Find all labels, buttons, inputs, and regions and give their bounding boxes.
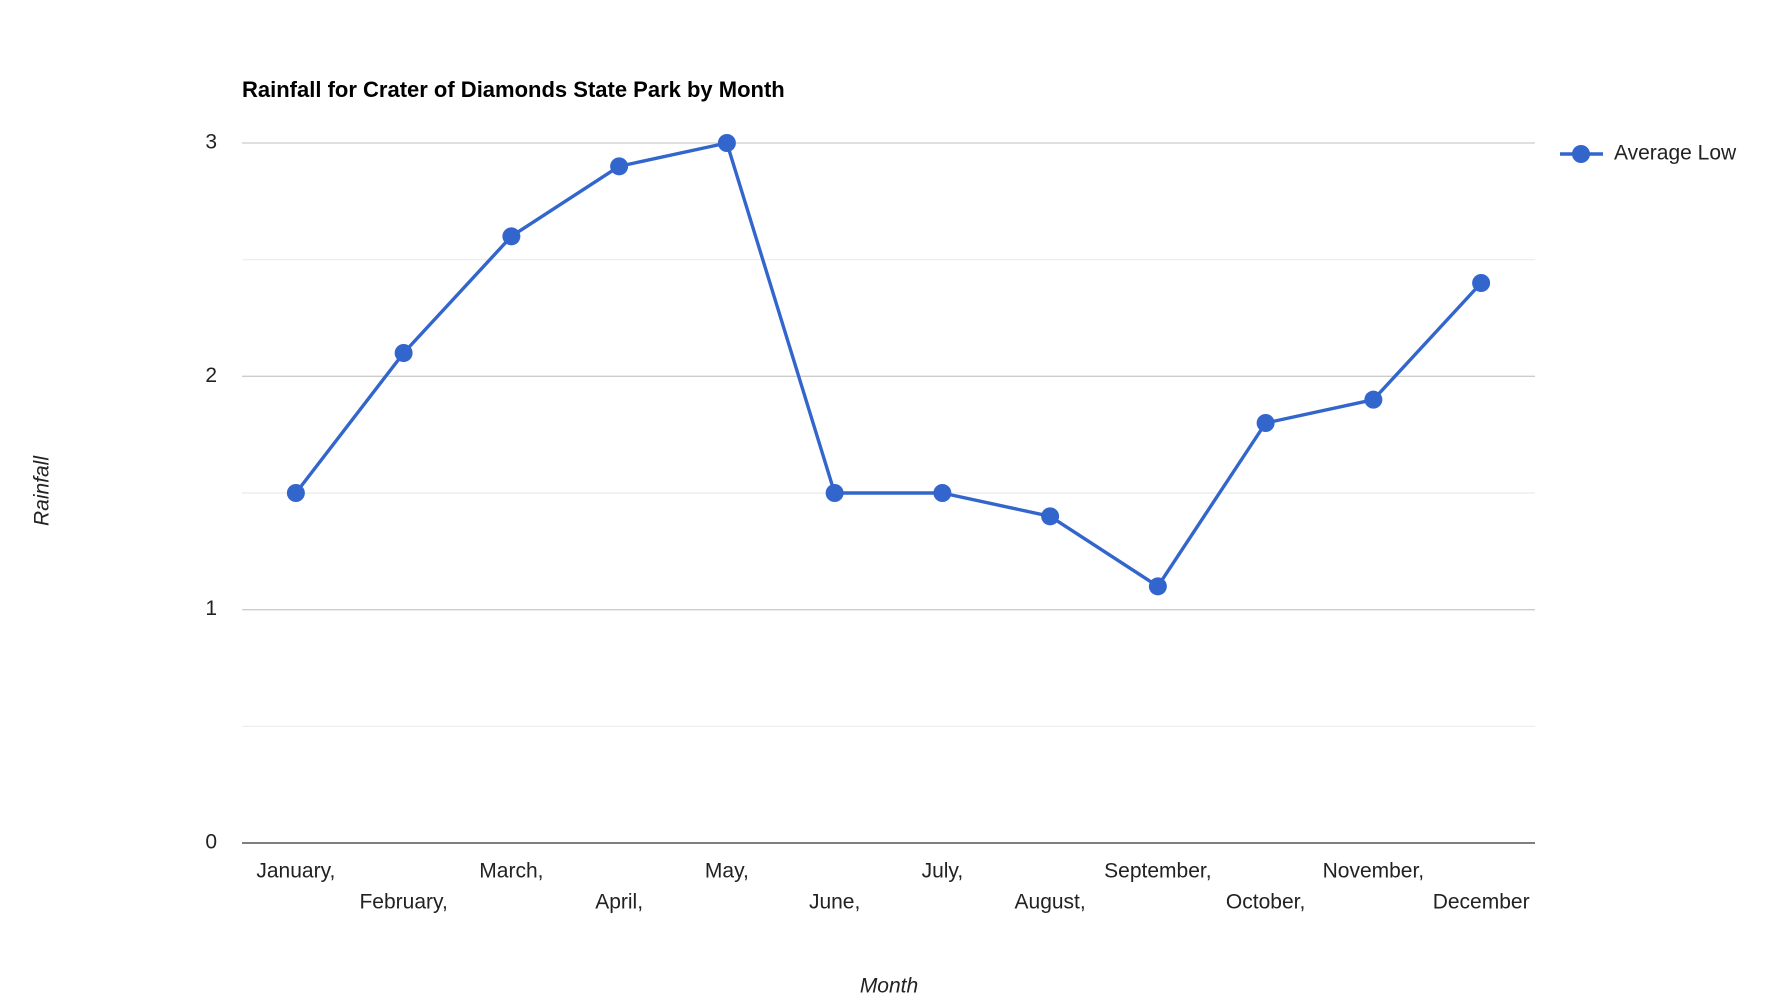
x-tick-label: April,	[595, 891, 643, 914]
y-tick-label: 2	[205, 364, 217, 387]
data-point	[717, 134, 736, 152]
data-point	[286, 484, 305, 502]
y-tick-label: 0	[205, 831, 217, 854]
x-tick-label: February,	[359, 891, 447, 914]
y-tick-label: 1	[205, 597, 217, 620]
x-tick-label: December	[1433, 891, 1530, 914]
data-point	[1364, 390, 1383, 409]
chart-title: Rainfall for Crater of Diamonds State Pa…	[242, 77, 785, 102]
data-point	[933, 484, 952, 502]
x-tick-label: June,	[809, 891, 860, 914]
legend-marker	[1572, 145, 1590, 163]
x-tick-label: August,	[1015, 891, 1086, 914]
data-point	[610, 157, 629, 176]
y-tick-label: 3	[205, 131, 217, 154]
data-line	[294, 141, 1483, 589]
data-point	[1148, 577, 1167, 596]
data-point	[1256, 414, 1275, 432]
x-tick-label: November,	[1323, 860, 1425, 883]
x-tick-label: September,	[1104, 860, 1211, 883]
data-point	[825, 484, 844, 502]
data-point	[502, 227, 521, 246]
data-point	[394, 344, 413, 362]
x-tick-label: October,	[1226, 891, 1305, 914]
x-tick-label: July,	[922, 860, 964, 883]
legend-label: Average Low	[1614, 142, 1737, 165]
data-point	[1472, 274, 1491, 292]
x-tick-label: March,	[479, 860, 543, 883]
x-tick-label: May,	[705, 860, 749, 883]
x-axis-label: Month	[860, 975, 918, 998]
y-axis-label: Rainfall	[31, 455, 54, 526]
x-tick-label: January,	[256, 860, 335, 883]
data-point	[1041, 507, 1060, 526]
